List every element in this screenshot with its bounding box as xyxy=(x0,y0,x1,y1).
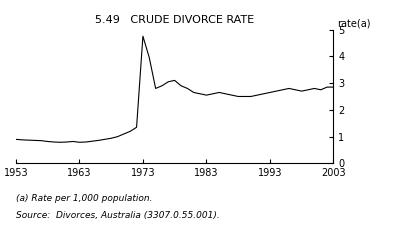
Text: Source:  Divorces, Australia (3307.0.55.001).: Source: Divorces, Australia (3307.0.55.0… xyxy=(16,211,220,220)
Y-axis label: rate(a): rate(a) xyxy=(337,18,370,28)
Text: (a) Rate per 1,000 population.: (a) Rate per 1,000 population. xyxy=(16,194,152,203)
Title: 5.49   CRUDE DIVORCE RATE: 5.49 CRUDE DIVORCE RATE xyxy=(95,15,254,25)
